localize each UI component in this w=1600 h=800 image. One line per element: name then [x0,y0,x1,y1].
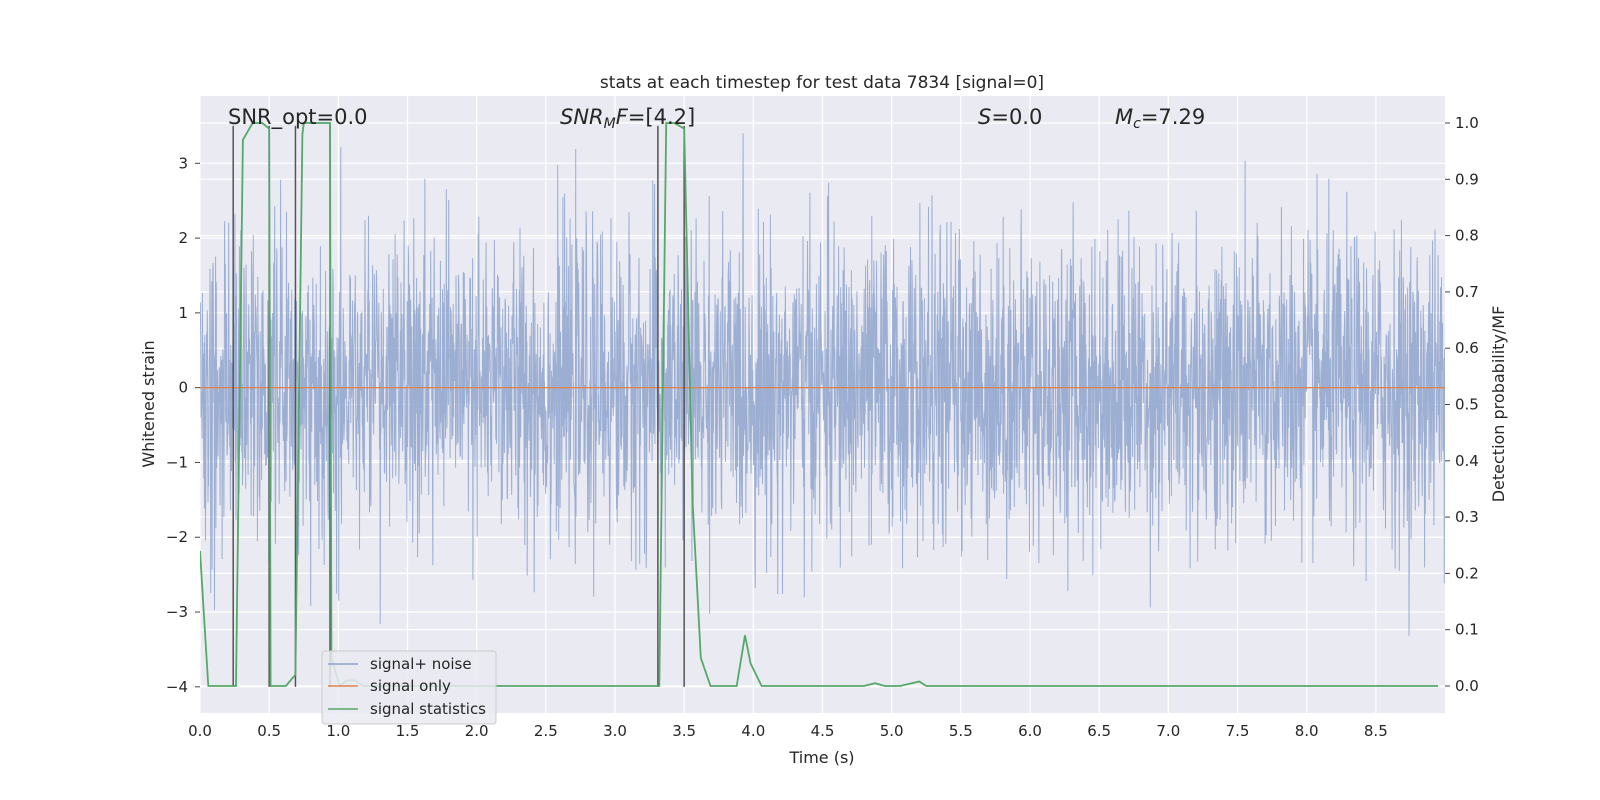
x-tick-label: 2.0 [465,722,489,740]
annotation-mc-sub: c [1133,116,1141,132]
x-tick-label: 8.5 [1364,722,1388,740]
x-axis-label: Time (s) [788,748,854,767]
annotation-snr-mf-sub: M [604,116,616,132]
x-tick-label: 3.5 [672,722,696,740]
annotation-snr-mf: SNRMF=[4.2] [560,105,695,132]
y-axis-label: Whitened strain [139,340,158,467]
y-axis-ticks: −4 −3 −2 −1 0 1 2 3 [166,154,200,696]
x-tick-label: 6.0 [1018,722,1042,740]
legend-label-signal-plus-noise: signal+ noise [370,655,472,673]
series-signal-plus-noise [200,133,1445,636]
x-tick-label: 2.5 [534,722,558,740]
y2-tick-label: 0.7 [1455,283,1479,301]
y-tick-label: −1 [166,453,188,471]
plot-area [200,122,1445,688]
annotation-snr-opt: SNR_opt=0.0 [228,105,368,130]
x-axis-ticks: 0.0 0.5 1.0 1.5 2.0 2.5 3.0 3.5 4.0 4.5 5.0 5.5 6.0 6… [188,722,1388,740]
y-tick-label: 2 [178,229,188,247]
y2-tick-label: 0.3 [1455,508,1479,526]
y-tick-label: −3 [166,603,188,621]
annotation-mc: Mc=7.29 [1115,105,1205,132]
y-tick-label: 0 [178,379,188,397]
x-tick-label: 6.5 [1087,722,1111,740]
y2-tick-label: 1.0 [1455,114,1479,132]
legend-label-signal-only: signal only [370,677,451,695]
x-tick-label: 8.0 [1295,722,1319,740]
y-tick-label: 3 [178,154,188,172]
x-tick-label: 4.0 [741,722,765,740]
annotation-s-rest: =0.0 [991,105,1042,129]
y-tick-label: −4 [166,678,188,696]
y2-tick-label: 0.0 [1455,677,1479,695]
annotation-s: S=0.0 [978,105,1042,129]
x-tick-label: 1.5 [396,722,420,740]
annotation-s-prefix: S [978,105,991,129]
legend-label-signal-statistics: signal statistics [370,700,486,718]
y-tick-label: 1 [178,304,188,322]
x-tick-label: 0.5 [257,722,281,740]
x-tick-label: 7.5 [1226,722,1250,740]
y2-tick-label: 0.1 [1455,621,1479,639]
annotation-mc-rest: =7.29 [1141,105,1205,129]
chart-title: stats at each timestep for test data 783… [600,73,1044,93]
x-tick-label: 3.0 [603,722,627,740]
y-tick-label: −2 [166,528,188,546]
y2-tick-label: 0.8 [1455,227,1479,245]
x-tick-label: 0.0 [188,722,212,740]
x-tick-label: 5.0 [880,722,904,740]
x-tick-label: 7.0 [1156,722,1180,740]
x-tick-label: 5.5 [949,722,973,740]
y2-axis-ticks: 0.0 0.1 0.2 0.3 0.4 0.5 0.6 0.7 0.8 0.9 1.0 [1445,114,1479,695]
y2-tick-label: 0.6 [1455,339,1479,357]
y2-tick-label: 0.4 [1455,452,1479,470]
legend: signal+ noise signal only signal statist… [321,650,497,725]
y2-tick-label: 0.9 [1455,170,1479,188]
annotation-snr-mf-prefix: SNR [560,105,604,129]
legend-box [321,650,497,725]
x-tick-label: 4.5 [811,722,835,740]
annotation-snr-mf-rest: =[4.2] [628,105,695,129]
y2-tick-label: 0.2 [1455,564,1479,582]
x-tick-label: 1.0 [326,722,350,740]
annotation-snr-mf-rest-italic: F [616,105,629,129]
series-signal-statistics [200,122,1439,688]
annotation-mc-prefix: M [1115,105,1133,129]
y2-axis-label: Detection probability/MF [1489,306,1508,503]
y2-tick-label: 0.5 [1455,396,1479,414]
